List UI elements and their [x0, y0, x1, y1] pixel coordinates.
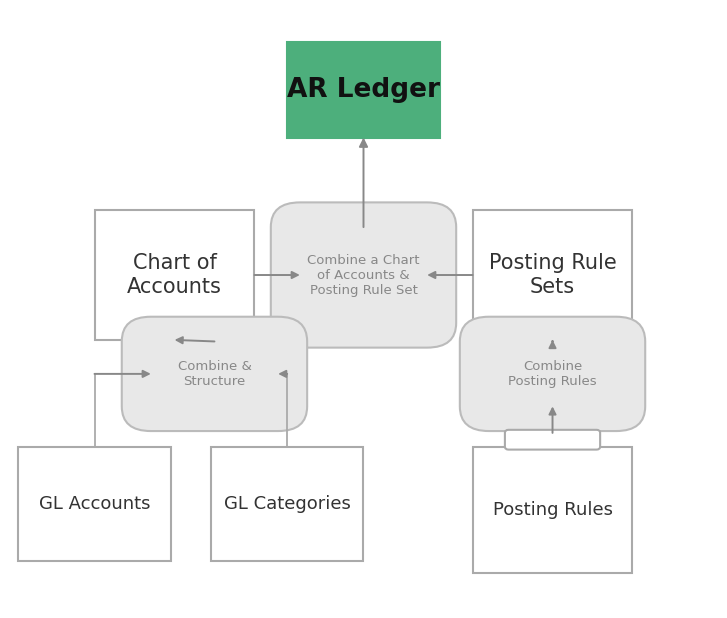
FancyBboxPatch shape [121, 316, 307, 431]
FancyBboxPatch shape [459, 316, 645, 431]
Text: Combine &
Structure: Combine & Structure [177, 360, 252, 388]
FancyBboxPatch shape [211, 447, 364, 561]
Text: Combine a Chart
of Accounts &
Posting Rule Set: Combine a Chart of Accounts & Posting Ru… [308, 253, 419, 297]
FancyBboxPatch shape [95, 210, 254, 340]
FancyBboxPatch shape [287, 42, 440, 138]
Text: GL Categories: GL Categories [224, 494, 350, 513]
FancyBboxPatch shape [270, 203, 456, 347]
Text: GL Accounts: GL Accounts [39, 494, 150, 513]
FancyBboxPatch shape [18, 447, 171, 561]
Text: AR Ledger: AR Ledger [287, 77, 440, 103]
FancyBboxPatch shape [473, 210, 632, 340]
Text: Combine
Posting Rules: Combine Posting Rules [508, 360, 597, 388]
FancyBboxPatch shape [473, 447, 632, 574]
Text: Posting Rules: Posting Rules [492, 501, 613, 519]
Text: Posting Rule
Sets: Posting Rule Sets [489, 253, 616, 297]
FancyBboxPatch shape [505, 430, 600, 450]
Text: Chart of
Accounts: Chart of Accounts [127, 253, 222, 297]
